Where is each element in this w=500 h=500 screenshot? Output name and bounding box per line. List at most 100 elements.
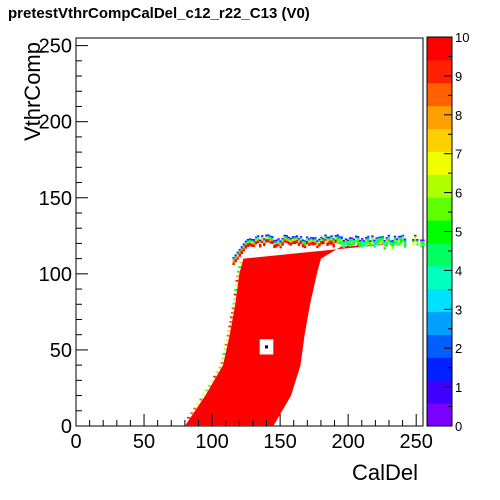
heat-cell [236, 257, 239, 260]
heat-cell [285, 239, 288, 242]
heat-cell [379, 236, 382, 239]
heat-cell [387, 239, 390, 242]
heat-cell [283, 239, 286, 242]
heat-cell [269, 241, 272, 244]
heat-cell [295, 236, 299, 239]
heat-cell [361, 240, 364, 243]
heat-cell [391, 241, 395, 244]
heat-cell [261, 235, 264, 237]
heat-cell [330, 241, 333, 244]
heat-cell [269, 240, 272, 242]
heat-cell [367, 243, 370, 246]
color-bar-swatch [427, 174, 452, 198]
heat-cell [334, 239, 337, 242]
heat-cell [422, 244, 425, 246]
heat-cell [254, 240, 258, 243]
heat-cell [312, 241, 315, 244]
heat-cell [324, 237, 327, 240]
heat-cell [363, 243, 366, 246]
heat-cell [238, 251, 241, 254]
heat-cell [275, 241, 278, 243]
heat-cell [403, 244, 407, 247]
heat-cell [236, 275, 239, 278]
heat-cell [365, 241, 368, 244]
x-tick-label: 250 [400, 431, 433, 453]
color-bar-swatch [427, 128, 452, 152]
heat-cell [215, 371, 219, 374]
heat-cell [234, 289, 238, 291]
heat-cell [228, 325, 232, 328]
heat-cell [281, 242, 284, 245]
heat-cell [254, 237, 258, 240]
heat-cell [383, 247, 386, 250]
heat-cell [285, 241, 288, 243]
y-tick-label: 150 [39, 188, 72, 210]
heat-cell [326, 239, 329, 242]
heat-cell [316, 243, 319, 246]
heat-cell [316, 244, 319, 247]
heat-cell [193, 407, 197, 410]
heat-cell [299, 239, 303, 241]
heat-cell [305, 237, 309, 240]
heat-cell [357, 239, 360, 242]
heat-cell [301, 242, 305, 245]
heat-cell [269, 237, 272, 239]
heat-cell [412, 239, 415, 241]
heat-cell [367, 235, 370, 238]
heat-cell [352, 243, 356, 246]
heat-cell [246, 238, 250, 241]
heat-cell [285, 236, 288, 239]
heat-cell [369, 244, 372, 247]
heat-cell [367, 241, 370, 244]
heat-cell [352, 241, 356, 244]
heat-cell [397, 237, 401, 240]
heat-cell [324, 236, 327, 238]
x-axis: 0 50 100 150 200 250 [70, 414, 433, 453]
heat-cell [242, 246, 246, 249]
heat-cell [334, 234, 337, 237]
heat-cell [236, 251, 239, 254]
heat-cell [397, 241, 401, 244]
heat-cell [350, 238, 354, 241]
color-bar-swatch [427, 105, 452, 130]
heat-cell [305, 239, 309, 242]
heat-cell [393, 235, 397, 238]
heat-cell [336, 242, 339, 244]
heat-cell [291, 239, 295, 242]
heat-cell [344, 239, 348, 242]
heat-cell [379, 237, 382, 240]
heat-cell [234, 258, 237, 261]
heat-cell [308, 237, 311, 240]
heat-cell [344, 238, 348, 241]
heat-cell [224, 343, 228, 346]
heat-cell [301, 239, 305, 242]
heat-cell [308, 244, 311, 246]
heat-cell [263, 239, 266, 242]
heat-cell [357, 240, 360, 243]
y-tick-label: 250 [39, 36, 72, 58]
heat-cell [399, 243, 403, 246]
heat-cell [244, 243, 248, 246]
heat-cell [232, 263, 235, 266]
heat-cell [301, 243, 305, 246]
heat-cell [391, 245, 395, 248]
heat-cell [246, 245, 250, 247]
heat-cell [352, 240, 356, 242]
color-bar-label: 5 [455, 225, 462, 240]
heat-cell [256, 241, 260, 244]
heat-cell [340, 237, 344, 240]
heat-cell [277, 244, 280, 247]
heat-cell [232, 257, 235, 259]
heat-cell [416, 240, 419, 243]
heat-cell [310, 241, 313, 244]
heat-cell [377, 244, 380, 247]
heat-cell [310, 238, 313, 241]
heat-cell [287, 242, 290, 245]
heat-cell [273, 243, 276, 246]
heat-cell [259, 242, 262, 245]
heat-cell [373, 239, 376, 242]
heat-cell [295, 239, 299, 242]
heat-cell [340, 240, 344, 243]
heat-cell [344, 241, 348, 244]
heat-cell [318, 238, 321, 241]
